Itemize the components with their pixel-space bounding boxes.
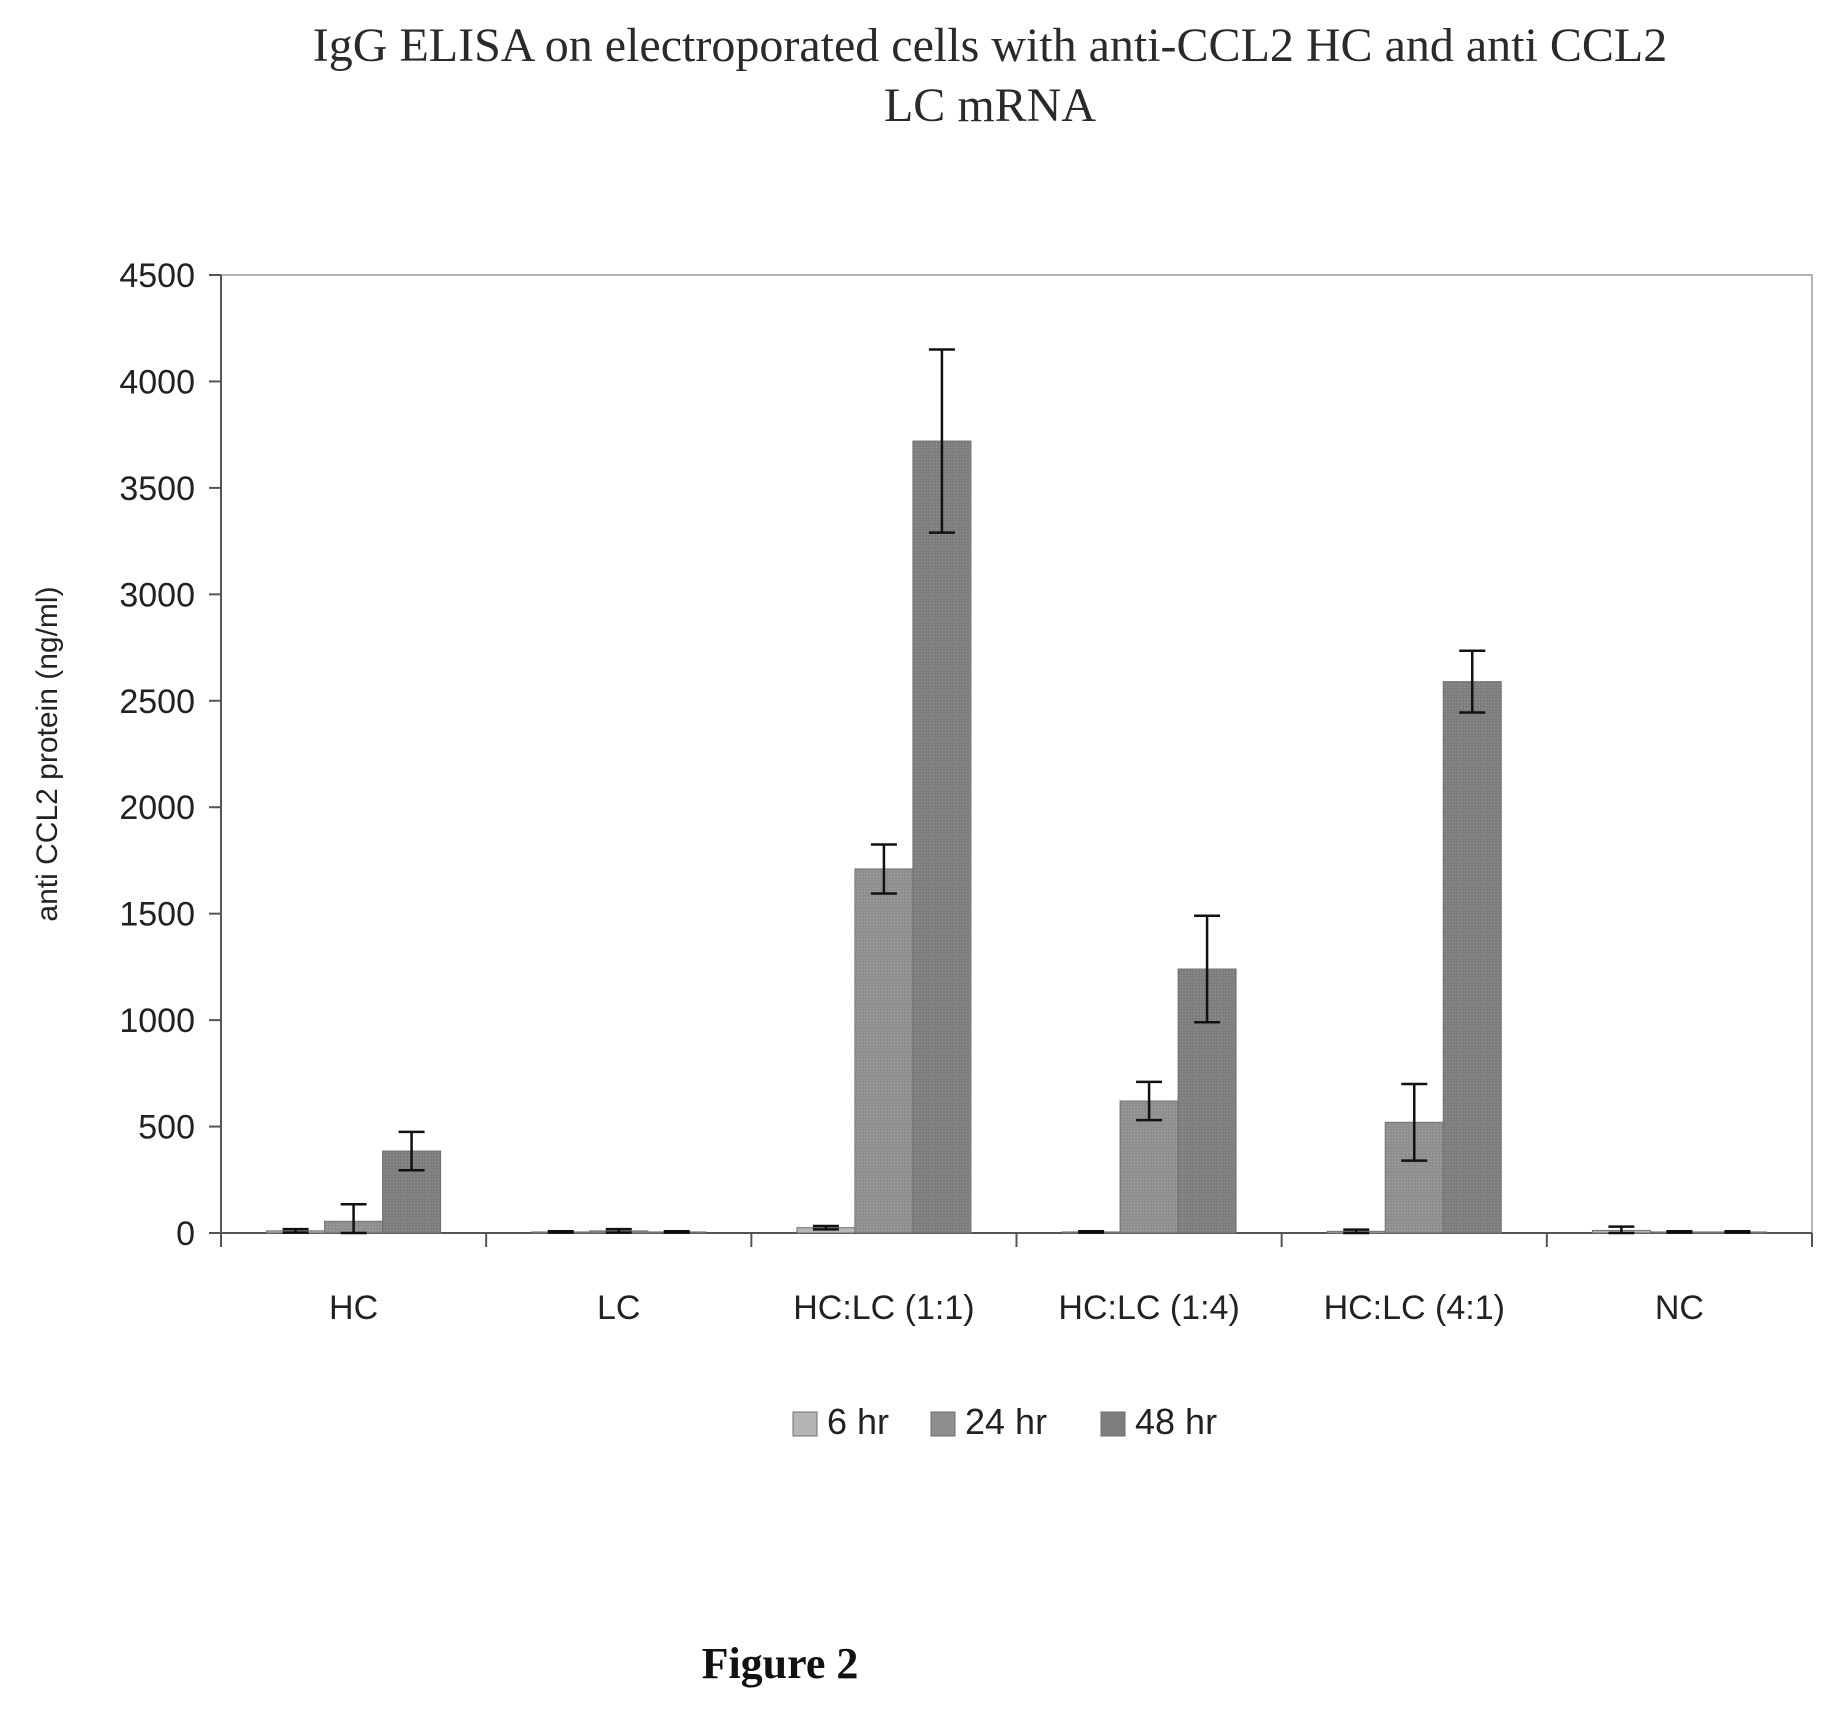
legend-label: 48 hr [1135,1401,1217,1442]
y-axis-label: anti CCL2 protein (ng/ml) [31,586,64,921]
legend-swatch [1100,1411,1126,1437]
legend-swatch [792,1411,818,1437]
legend-label: 6 hr [827,1401,889,1442]
y-tick-label: 4500 [119,257,195,295]
x-tick-label: HC:LC (4:1) [1324,1289,1505,1327]
bar-chart: 0 500 1000 1500 2000 2500 3000 3500 4000 4500 HC L… [31,257,1813,1442]
y-tick-label: 500 [138,1109,195,1147]
x-axis: HC LC HC:LC (1:1) HC:LC (1:4) HC:LC (4:1) NC [220,1232,1813,1327]
x-tick-label: HC:LC (1:1) [793,1289,974,1327]
chart-title-line-2: LC mRNA [883,79,1096,132]
x-tick-label: LC [597,1289,640,1327]
y-tick-label: 3500 [119,470,195,508]
bar-texture [912,441,971,1233]
legend: 6 hr 24 hr 48 hr [792,1401,1217,1442]
y-tick-label: 1500 [119,896,195,934]
y-tick-label: 4000 [119,363,195,401]
x-tick-label: HC [329,1289,378,1327]
bar-texture [854,868,913,1233]
x-tick-label: NC [1655,1289,1704,1327]
chart-title-line-1: IgG ELISA on electroporated cells with a… [312,19,1668,72]
figure-caption: Figure 2 [701,1639,859,1688]
legend-label: 24 hr [965,1401,1047,1442]
bar-texture [1120,1101,1179,1233]
bars-group [266,440,1767,1234]
y-tick-label: 2500 [119,683,195,721]
y-axis: 0 500 1000 1500 2000 2500 3000 3500 4000 4500 [119,257,222,1253]
plot-area [220,274,1813,1234]
y-tick-label: 0 [176,1215,195,1253]
y-tick-label: 1000 [119,1002,195,1040]
x-tick-label: HC:LC (1:4) [1058,1289,1239,1327]
legend-swatch [930,1411,956,1437]
bar-texture [1443,681,1502,1233]
y-tick-label: 3000 [119,576,195,614]
y-tick-label: 2000 [119,789,195,827]
error-bars-group [282,348,1751,1235]
